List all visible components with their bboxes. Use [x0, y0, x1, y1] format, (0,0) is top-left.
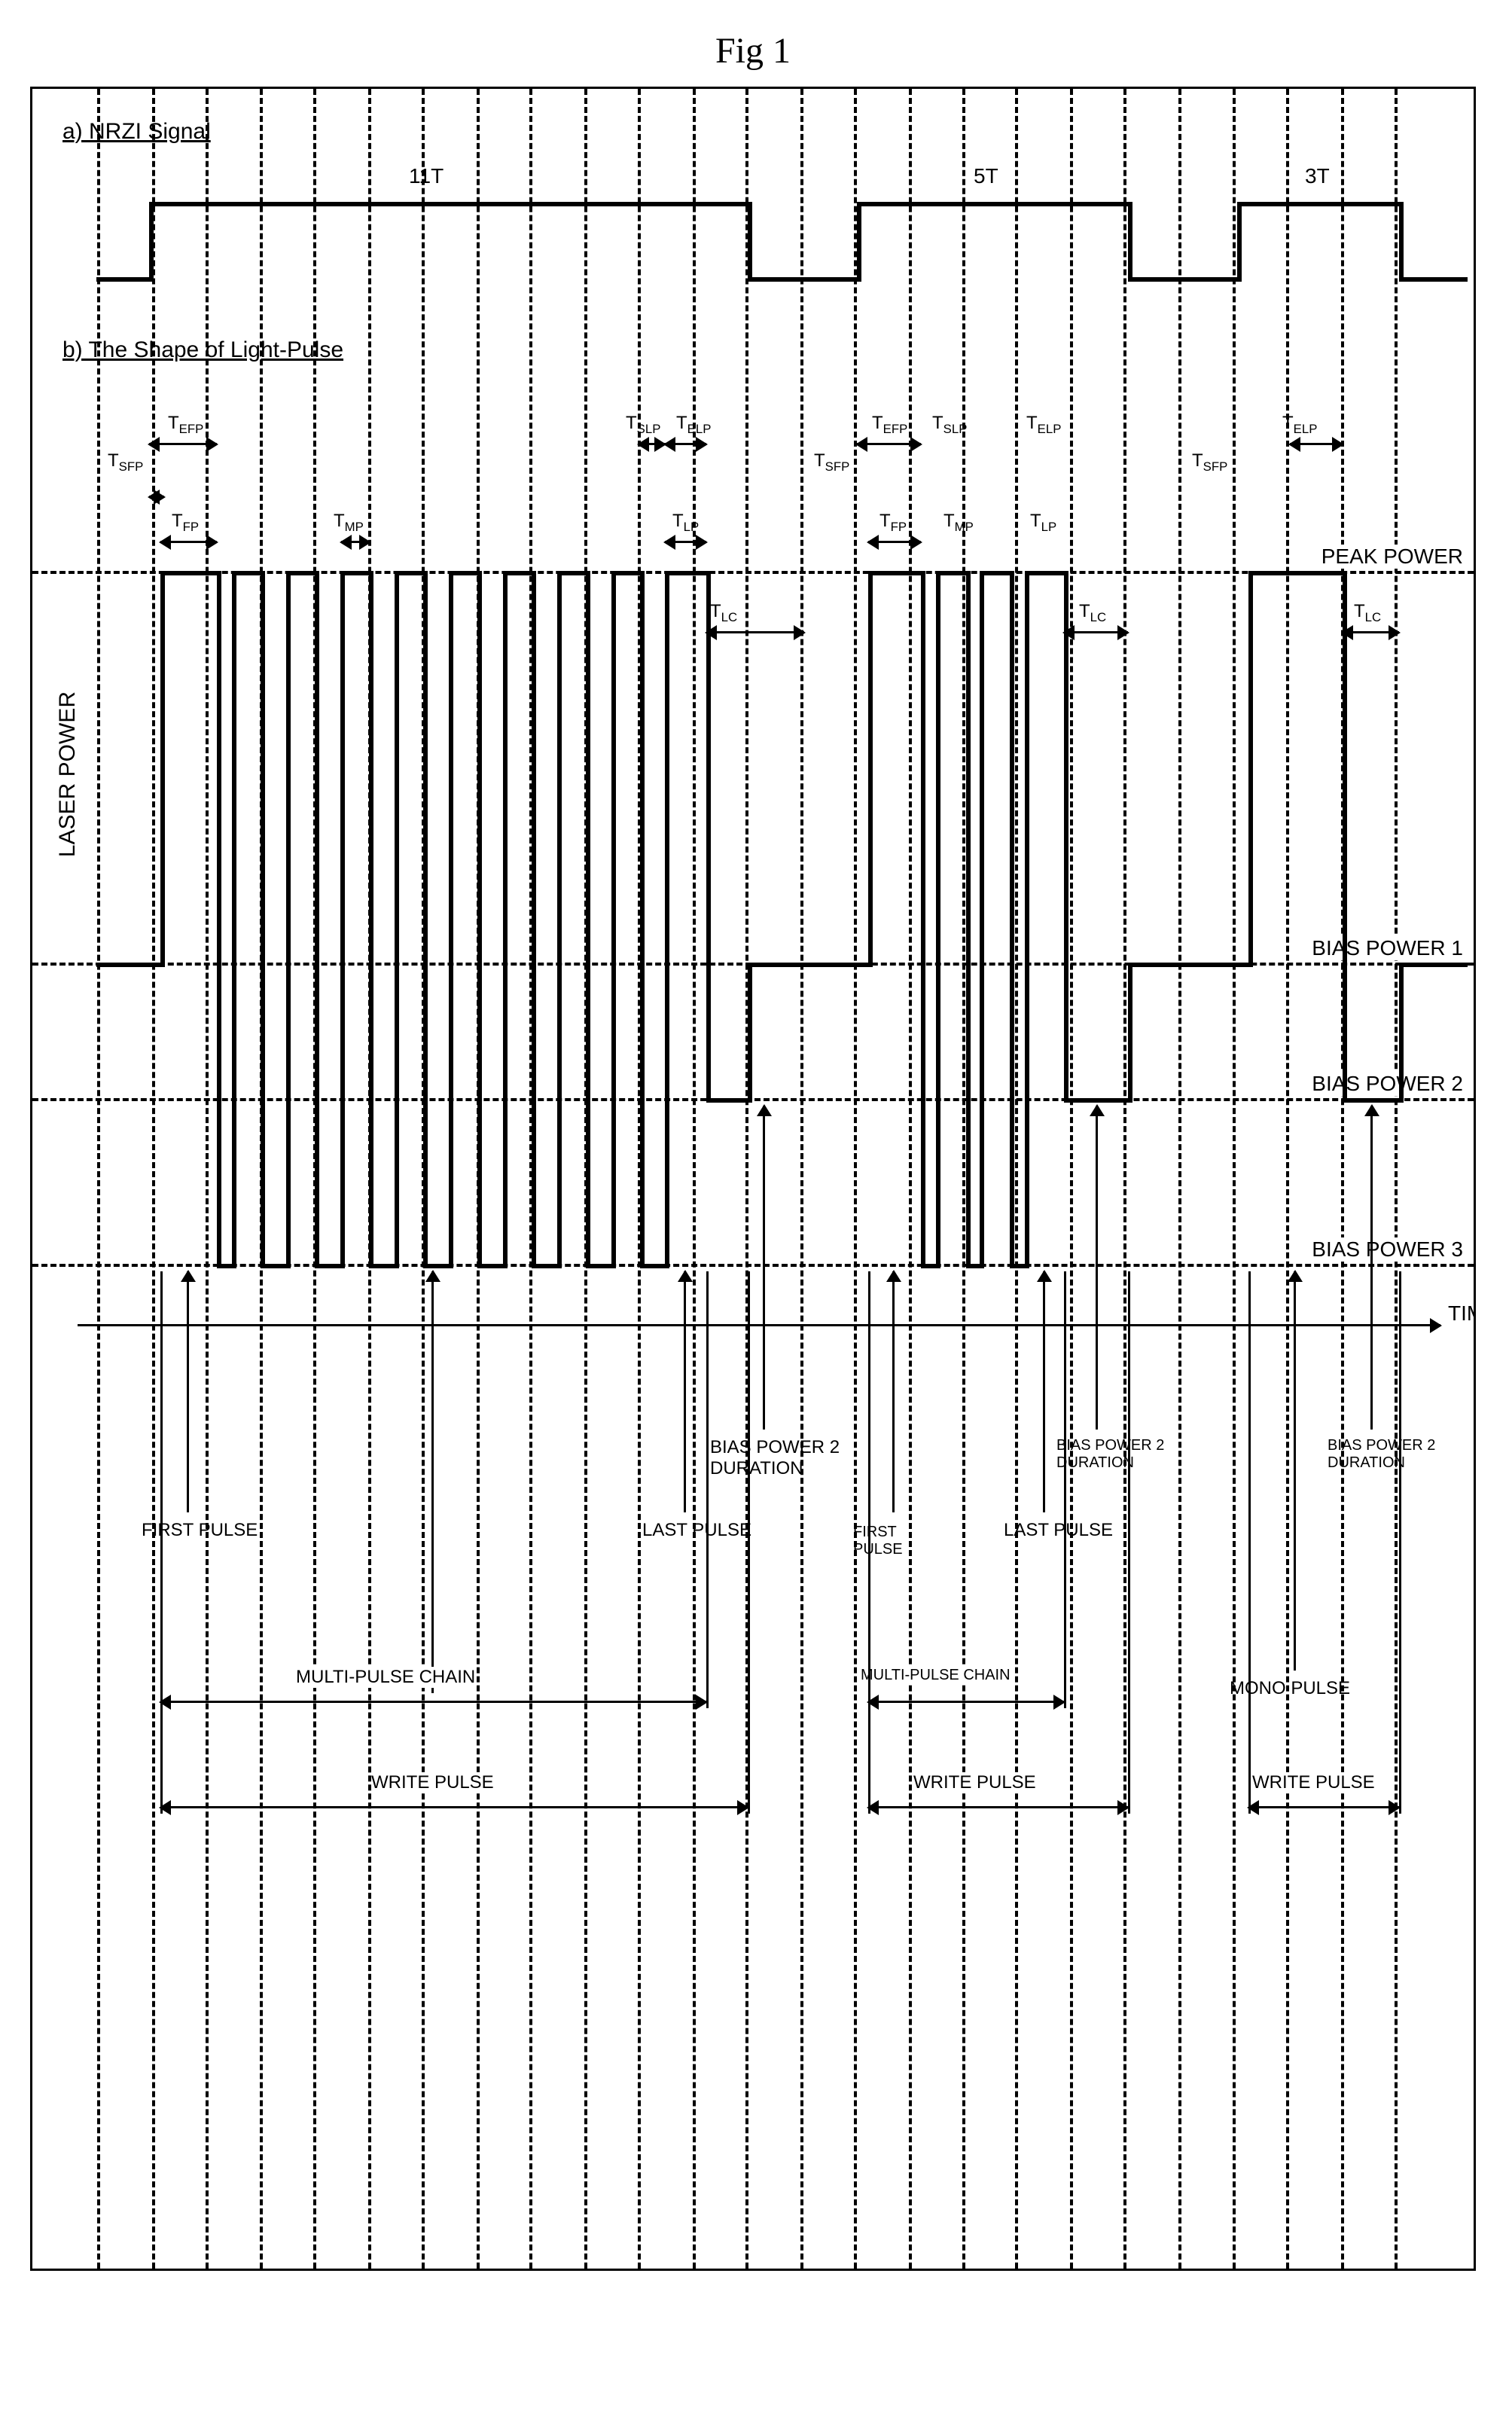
bias1-label: BIAS POWER 1 [1312, 936, 1466, 960]
telp-arrow-3t [1290, 443, 1343, 445]
telp-3t: TELP [1282, 413, 1317, 437]
write-pulse-label-3t: WRITE PULSE [1252, 1772, 1375, 1793]
bias2dur-label-3t: BIAS POWER 2DURATION [1328, 1437, 1435, 1472]
tsfp-11t: TSFP [108, 450, 143, 474]
tlc-arrow-5t [1064, 631, 1128, 633]
section-a-title: a) NRZI Signal [62, 119, 211, 145]
last-pulse-label-11t: LAST PULSE [642, 1520, 751, 1541]
mono-pulse-arrow [1294, 1271, 1296, 1671]
tefp-11t: TEFP [168, 413, 203, 437]
tsfp-5t: TSFP [814, 450, 849, 474]
bias2-line [32, 1098, 1474, 1101]
tlp-11t: TLP [672, 511, 699, 535]
tlp-5t: TLP [1030, 511, 1056, 535]
grid-layer [32, 89, 1474, 2269]
tick-11t-chain-end [706, 1271, 709, 1708]
telp-arrow-11t [665, 443, 706, 445]
tick-5t-chain-end [1064, 1271, 1066, 1708]
tmp-arrow-11t [341, 541, 370, 543]
tlc-arrow-3t [1343, 631, 1399, 633]
last-pulse-label-5t: LAST PULSE [1004, 1520, 1113, 1541]
tick-5t-end [1128, 1271, 1130, 1814]
tick-11t-start [160, 1271, 163, 1814]
tick-5t-start [868, 1271, 870, 1814]
tlc-11t: TLC [710, 601, 737, 625]
period-label-11t: 11T [409, 164, 444, 188]
period-label-5t: 5T [974, 164, 998, 188]
tfp-11t: TFP [172, 511, 199, 535]
peak-power-label: PEAK POWER [1321, 545, 1466, 569]
first-pulse-arrow-11t [187, 1271, 189, 1512]
mono-pulse-label: MONO PULSE [1230, 1678, 1350, 1699]
tslp-11t: TSLP [626, 413, 660, 437]
telp-11t: TELP [676, 413, 711, 437]
bias2dur-arrow-3t [1370, 1106, 1373, 1430]
tslp-arrow-11t [639, 443, 665, 445]
laser-power-axis: LASER POWER [55, 691, 81, 857]
time-label: TIME [1448, 1301, 1476, 1326]
bias3-label: BIAS POWER 3 [1312, 1237, 1466, 1262]
last-pulse-arrow-11t [684, 1271, 686, 1512]
bias2dur-arrow-5t [1096, 1106, 1098, 1430]
tmp-11t: TMP [334, 511, 364, 535]
tmp-5t: TMP [943, 511, 974, 535]
first-pulse-label-11t: FIRST PULSE [142, 1520, 258, 1541]
tfp-arrow-5t [868, 541, 921, 543]
first-pulse-arrow-5t [892, 1271, 895, 1512]
last-pulse-arrow-5t [1043, 1271, 1045, 1512]
bias2dur-label-5t: BIAS POWER 2DURATION [1056, 1437, 1164, 1472]
tfp-5t: TFP [879, 511, 907, 535]
tefp-arrow-5t [857, 443, 921, 445]
tlc-5t: TLC [1079, 601, 1106, 625]
multi-chain-label-11t: MULTI-PULSE CHAIN [296, 1667, 475, 1688]
multi-chain-span-11t [160, 1701, 706, 1703]
tslp-5t: TSLP [932, 413, 967, 437]
first-pulse-label-5t: FIRSTPULSE [853, 1524, 903, 1558]
tefp-arrow-11t [149, 443, 217, 445]
time-axis [78, 1324, 1440, 1326]
period-label-3t: 3T [1305, 164, 1330, 188]
multi-chain-span-5t [868, 1701, 1064, 1703]
write-pulse-span-11t [160, 1806, 748, 1808]
tlp-arrow-11t [665, 541, 706, 543]
multi-chain-arrow-11t [431, 1271, 434, 1693]
tsfp-3t: TSFP [1192, 450, 1227, 474]
bias2-label: BIAS POWER 2 [1312, 1072, 1466, 1096]
diagram-frame: a) NRZI Signal 11T 5T 3T b) The Shape of… [30, 87, 1476, 2271]
bias2dur-label-11t: BIAS POWER 2DURATION [710, 1437, 840, 1479]
tefp-5t: TEFP [872, 413, 907, 437]
section-b-title: b) The Shape of Light-Pulse [62, 337, 343, 363]
telp-5t: TELP [1026, 413, 1061, 437]
figure-label: Fig 1 [30, 30, 1476, 72]
tfp-arrow-11t [160, 541, 217, 543]
tick-3t-start [1248, 1271, 1251, 1814]
bias2dur-arrow-11t [763, 1106, 765, 1430]
write-pulse-label-5t: WRITE PULSE [913, 1772, 1036, 1793]
tlc-arrow-11t [706, 631, 804, 633]
write-pulse-label-11t: WRITE PULSE [371, 1772, 494, 1793]
tick-3t-end [1399, 1271, 1401, 1814]
bias3-line [32, 1264, 1474, 1267]
multi-chain-label-5t: MULTI-PULSE CHAIN [861, 1667, 1011, 1684]
write-pulse-span-3t [1248, 1806, 1399, 1808]
tsfp-arrow-11t [149, 496, 164, 498]
write-pulse-span-5t [868, 1806, 1128, 1808]
tlc-3t: TLC [1354, 601, 1381, 625]
tick-11t-end [748, 1271, 750, 1814]
